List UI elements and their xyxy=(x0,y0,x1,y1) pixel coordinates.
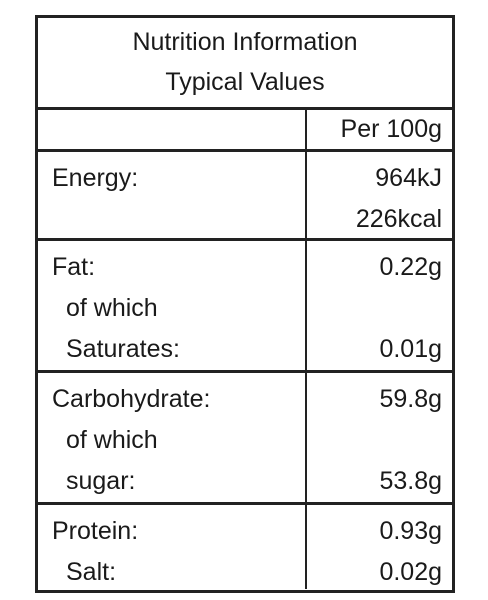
row-label: Fat: xyxy=(52,253,96,281)
row-label: of which xyxy=(66,294,158,322)
divider xyxy=(35,370,455,373)
row-value: 226kcal xyxy=(355,205,442,233)
row-label: of which xyxy=(66,426,158,454)
divider xyxy=(35,502,455,505)
row-value: 59.8g xyxy=(379,385,442,413)
row-value: 0.93g xyxy=(379,517,442,545)
row-label: sugar: xyxy=(66,467,136,495)
title-line: Nutrition Information xyxy=(132,28,358,56)
title-line: Typical Values xyxy=(165,68,325,96)
row-label: Carbohydrate: xyxy=(52,385,211,413)
row-value: 0.01g xyxy=(379,335,442,363)
row-value: 53.8g xyxy=(379,467,442,495)
row-label: Protein: xyxy=(52,517,139,545)
row-value: 964kJ xyxy=(375,164,442,192)
divider xyxy=(35,238,455,241)
column-divider xyxy=(305,108,307,589)
divider xyxy=(35,107,455,110)
row-label: Energy: xyxy=(52,164,139,192)
row-value: 0.22g xyxy=(379,253,442,281)
row-label: Salt: xyxy=(66,558,117,586)
row-label: Saturates: xyxy=(66,335,180,363)
column-header: Per 100g xyxy=(340,115,442,143)
row-value: 0.02g xyxy=(379,558,442,586)
label-border xyxy=(35,15,455,593)
divider xyxy=(35,149,455,152)
